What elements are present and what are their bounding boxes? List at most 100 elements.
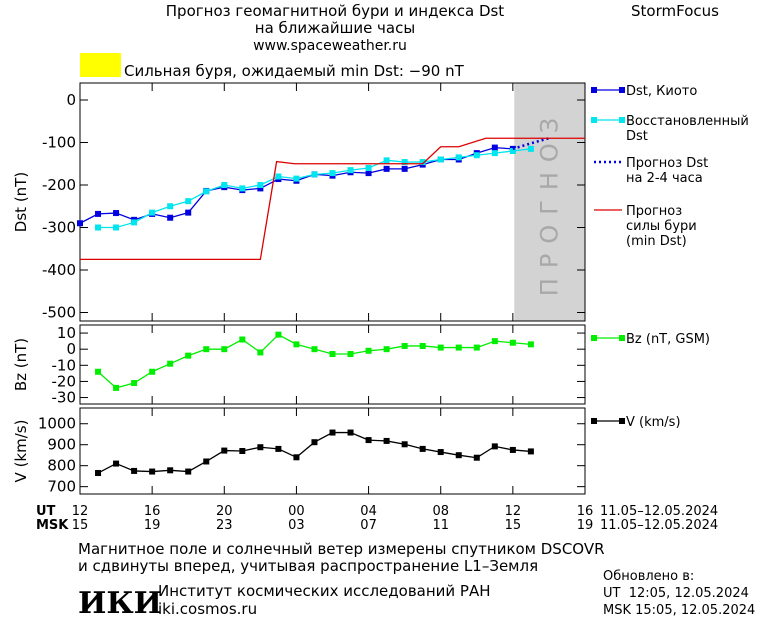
- legend-marker: [591, 418, 597, 424]
- data-point: [419, 445, 426, 452]
- footer-note: и сдвинуты вперед, учитывая распростране…: [78, 557, 538, 575]
- brand: StormFocus: [631, 2, 719, 20]
- data-point: [491, 338, 498, 345]
- data-point: [455, 344, 462, 351]
- data-point: [185, 352, 192, 359]
- data-point: [203, 188, 210, 195]
- data-point: [491, 150, 498, 157]
- forecast-region: [514, 83, 585, 321]
- y-tick-label: -200: [42, 176, 76, 194]
- data-point: [455, 154, 462, 161]
- data-point: [113, 384, 120, 391]
- data-point: [203, 458, 210, 465]
- x-tick-label: 16: [577, 504, 594, 519]
- plot-frame: [79, 324, 586, 405]
- data-point: [383, 437, 390, 444]
- legend-marker: [619, 117, 625, 123]
- y-axis-label: V (km/s): [12, 420, 30, 483]
- x-tick-label: 12: [72, 504, 89, 519]
- data-point: [311, 346, 318, 353]
- series-line: [80, 137, 585, 261]
- forecast-label: ПРОГНОЗ: [536, 108, 564, 296]
- time-period: 11.05–12.05.2024: [600, 504, 718, 519]
- data-point: [167, 214, 174, 221]
- y-tick-label: -400: [42, 261, 76, 279]
- data-point: [167, 467, 174, 474]
- y-tick-label: -30: [52, 389, 77, 407]
- data-point: [257, 349, 264, 356]
- data-point: [95, 470, 102, 477]
- subtitle: на ближайшие часы: [255, 19, 415, 37]
- data-point: [347, 167, 354, 174]
- data-point: [77, 220, 83, 227]
- x-tick-label: 19: [577, 518, 594, 533]
- data-point: [383, 346, 390, 353]
- data-point: [167, 203, 174, 210]
- plot-frame: [79, 82, 586, 322]
- x-tick-label: 07: [360, 518, 377, 533]
- x-tick-label: 16: [144, 504, 161, 519]
- y-tick-label: 1000: [38, 415, 76, 433]
- x-tick-label: 15: [505, 518, 522, 533]
- data-point: [185, 468, 192, 475]
- y-axis-label: Dst (nT): [12, 172, 30, 232]
- data-point: [257, 182, 264, 188]
- data-point: [167, 360, 174, 367]
- data-point: [149, 209, 156, 216]
- legend-marker: [619, 87, 625, 93]
- institute: Институт космических исследований РАН: [158, 582, 491, 600]
- data-point: [401, 165, 408, 172]
- data-point: [527, 145, 534, 152]
- alert-swatch: [80, 53, 121, 77]
- data-point: [527, 341, 534, 348]
- legend-marker: [591, 335, 597, 341]
- data-point: [329, 170, 336, 177]
- data-point: [185, 198, 192, 205]
- data-point: [131, 380, 138, 387]
- logo: ИКИ: [78, 586, 162, 620]
- series-line: [512, 137, 550, 151]
- y-tick-label: -20: [52, 372, 77, 390]
- data-point: [365, 347, 372, 354]
- data-point: [221, 182, 228, 188]
- alert: Сильная буря, ожидаемый min Dst: −90 nT: [124, 62, 465, 80]
- data-point: [473, 344, 480, 351]
- y-tick-label: -500: [42, 304, 76, 322]
- data-point: [275, 331, 282, 338]
- data-point: [365, 437, 372, 444]
- data-point: [221, 346, 228, 353]
- legend-marker: [619, 418, 625, 424]
- legend-label: Прогноз Dst на 2-4 часа: [626, 156, 708, 186]
- data-point: [239, 185, 246, 192]
- data-point: [419, 159, 426, 166]
- data-point: [437, 156, 444, 163]
- data-point: [473, 454, 480, 461]
- legend-label: Bz (nT, GSM): [626, 332, 710, 347]
- x-tick-label: 19: [144, 518, 161, 533]
- y-tick-label: -10: [52, 356, 77, 374]
- data-point: [383, 165, 390, 172]
- plot-frame: [79, 407, 586, 495]
- x-tick-label: 00: [288, 504, 305, 519]
- data-point: [113, 460, 120, 467]
- legend-marker: [591, 117, 597, 123]
- footer-note: Магнитное поле и солнечный ветер измерен…: [78, 540, 605, 558]
- data-point: [419, 342, 426, 349]
- data-point: [347, 351, 354, 358]
- data-point: [527, 448, 534, 455]
- data-point: [203, 346, 210, 353]
- data-point: [293, 341, 300, 348]
- data-point: [401, 441, 408, 448]
- data-point: [149, 368, 156, 375]
- data-point: [491, 144, 498, 151]
- legend-label: Восстановленный Dst: [626, 114, 749, 144]
- data-point: [383, 157, 390, 164]
- updated: Обновлено в:: [603, 569, 694, 584]
- data-point: [293, 175, 300, 182]
- data-point: [491, 443, 498, 450]
- legend-label: Dst, Киото: [626, 84, 697, 99]
- data-point: [365, 165, 372, 171]
- data-point: [95, 368, 102, 375]
- data-point: [401, 159, 408, 166]
